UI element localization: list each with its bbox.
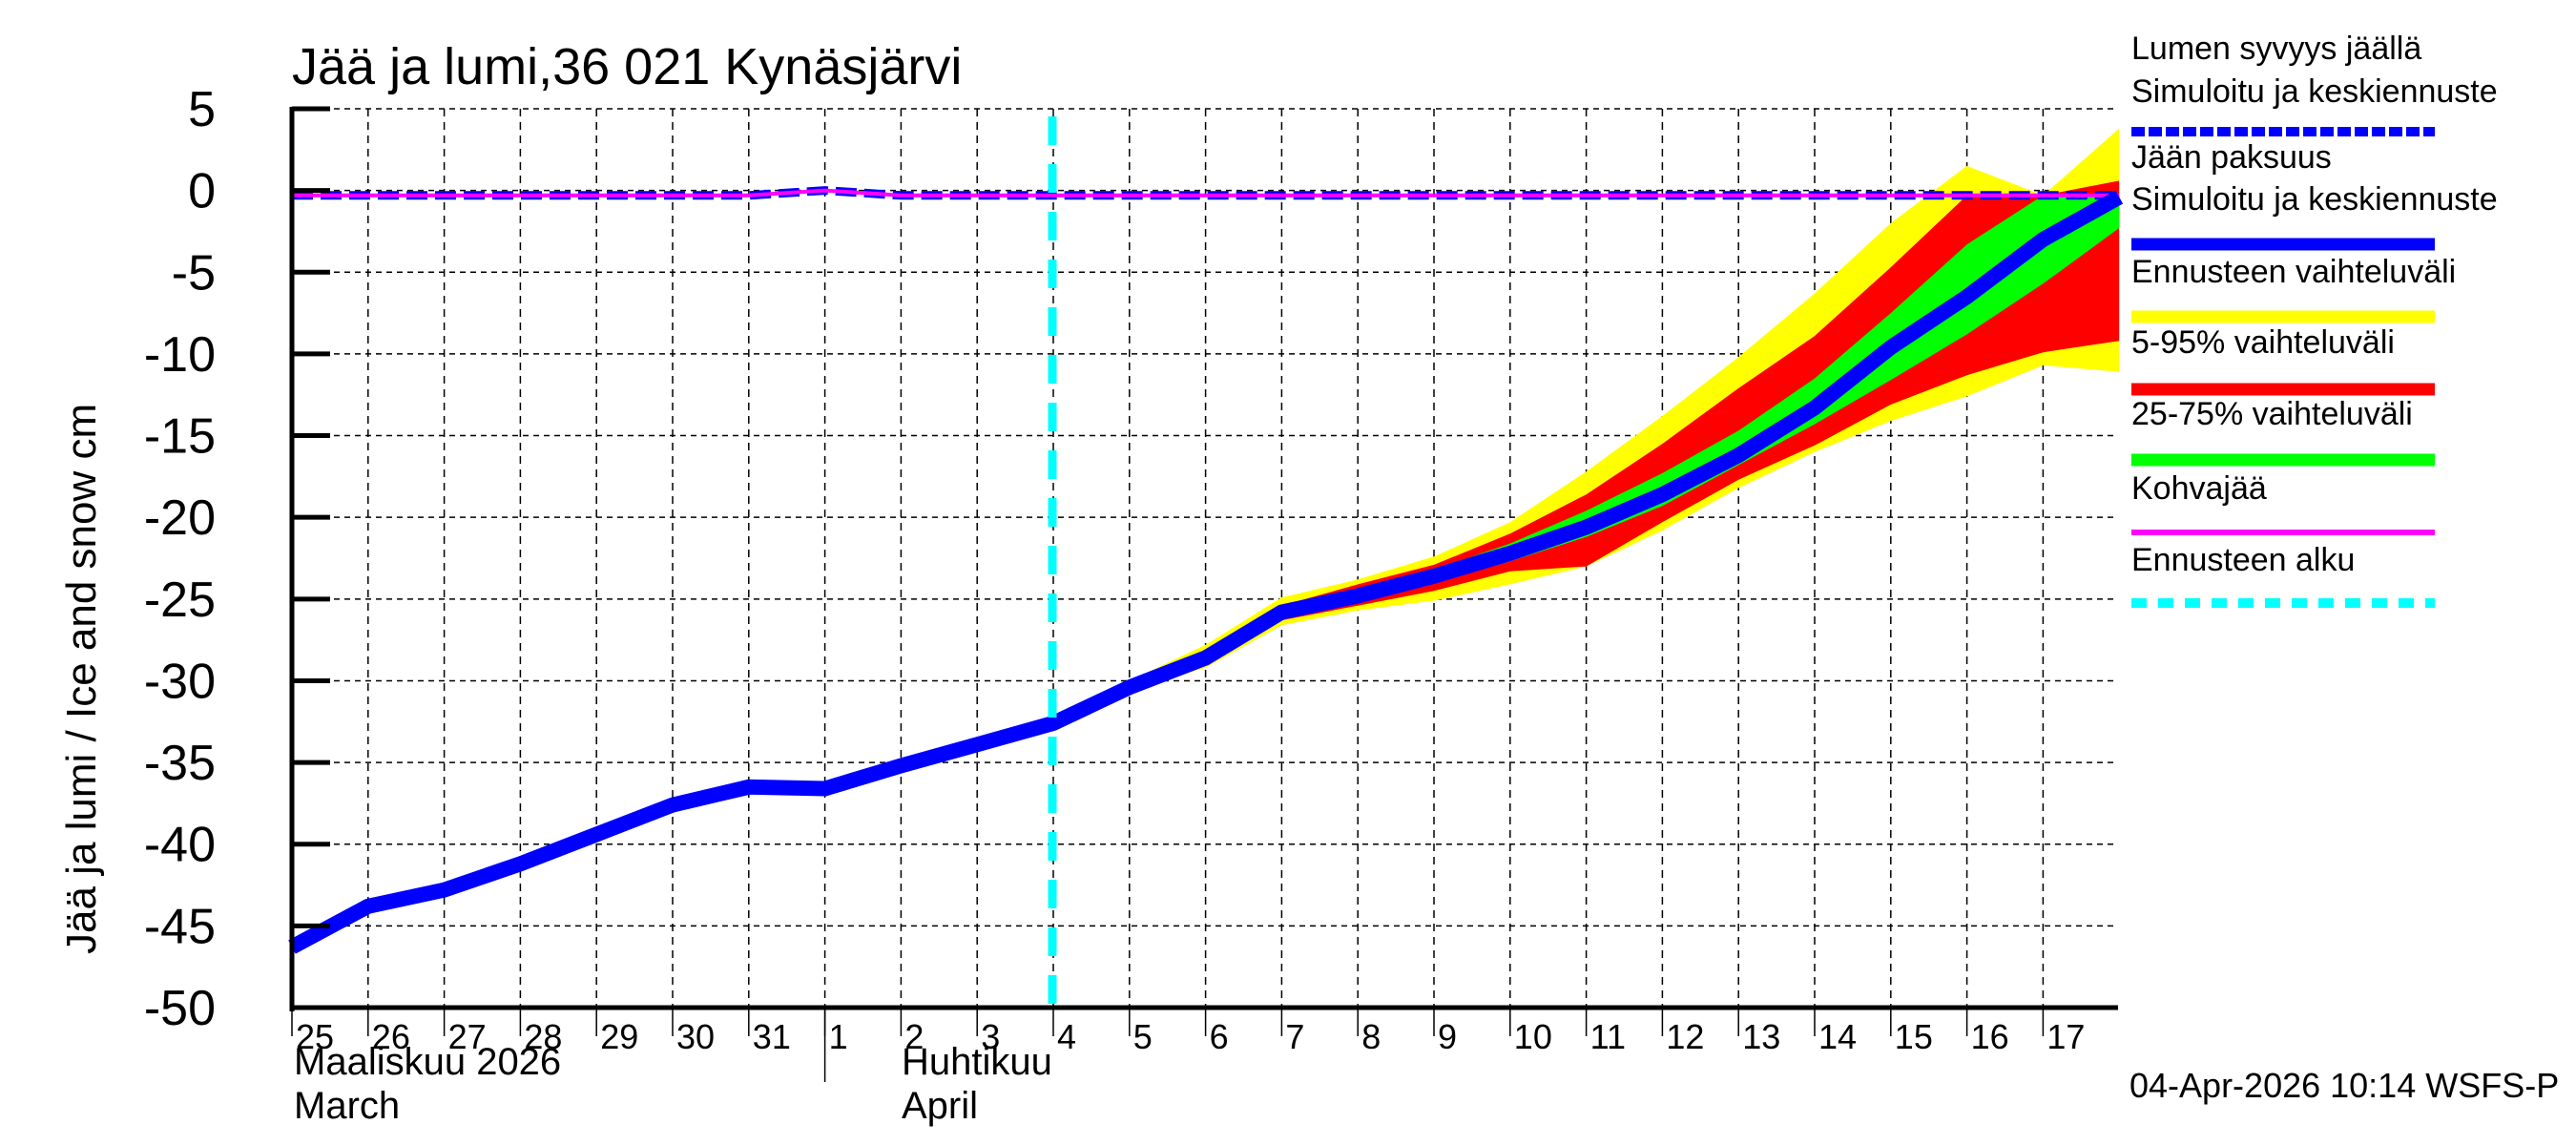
y-tick-label: -35 (144, 736, 216, 791)
slush-ice-line (292, 188, 2120, 198)
y-tick-label: -10 (144, 327, 216, 383)
x-tick-label: 2 (904, 1017, 924, 1056)
band-25-75-vaihteluv-li (1053, 195, 2120, 724)
x-tick-label: 9 (1438, 1017, 1457, 1056)
footer-timestamp: 04-Apr-2026 10:14 WSFS-P (2129, 1066, 2559, 1105)
x-tick-label: 26 (372, 1017, 410, 1056)
x-tick-label: 6 (1210, 1017, 1229, 1056)
y-tick-label: 0 (188, 164, 216, 219)
x-axis-ticks: 25 26 27 28 29 30 31 1 2 3 4 5 6 7 8 9 10 11 12 13 14 15 16 17 (291, 1008, 2085, 1082)
ice-thickness-line (288, 190, 2124, 954)
x-tick-label: 3 (981, 1017, 1000, 1056)
x-tick-label: 7 (1285, 1017, 1304, 1056)
x-tick-label: 30 (676, 1017, 715, 1056)
x-tick-label: 29 (600, 1017, 638, 1056)
legend-label: Jään paksuus (2131, 139, 2332, 176)
x-tick-label: 17 (2046, 1017, 2085, 1056)
legend: Lumen syvyys jäällä Simuloitu ja keskienn… (2131, 31, 2498, 608)
x-tick-label: 10 (1514, 1017, 1552, 1056)
x-tick-label: 14 (1818, 1017, 1857, 1056)
x-tick-label: 28 (524, 1017, 562, 1056)
x-tick-label: 31 (753, 1017, 791, 1056)
y-axis-label: Jää ja lumi / Ice and snow cm (58, 404, 105, 954)
x-tick-label: 5 (1133, 1017, 1153, 1056)
x-tick-label: 13 (1742, 1017, 1780, 1056)
x-tick-label: 25 (296, 1017, 334, 1056)
chart-title: Jää ja lumi,36 021 Kynäsjärvi (292, 38, 962, 95)
legend-label: Ennusteen alku (2131, 542, 2355, 578)
legend-label: 25-75% vaihteluväli (2131, 396, 2413, 432)
y-tick-label: -20 (144, 490, 216, 546)
band-ennusteen-vaihteluv-li (1053, 128, 2120, 724)
x-tick-label: 16 (1971, 1017, 2009, 1056)
legend-label: Lumen syvyys jäällä (2131, 31, 2421, 67)
x-tick-label: 1 (829, 1017, 848, 1056)
x-tick-label: 12 (1666, 1017, 1704, 1056)
band-5-95-vaihteluv-li (1053, 180, 2120, 723)
x-tick-label: 4 (1057, 1017, 1076, 1056)
legend-sublabel: Simuloitu ja keskiennuste (2131, 73, 2498, 110)
y-tick-label: -45 (144, 899, 216, 954)
y-tick-label: -30 (144, 654, 216, 709)
month-label-march-fi: Maaliskuu 2026 (294, 1041, 561, 1083)
y-tick-label: -15 (144, 409, 216, 465)
x-tick-label: 27 (448, 1017, 487, 1056)
y-axis-ticks: 5 0 -5 -10 -15 -20 -25 -30 -35 -40 -45 -50 (144, 82, 330, 1036)
y-tick-label: -40 (144, 818, 216, 873)
legend-label: Ennusteen vaihteluväli (2131, 254, 2456, 290)
y-tick-label: -25 (144, 572, 216, 628)
legend-label: Kohvajää (2131, 470, 2267, 507)
y-tick-label: -50 (144, 981, 216, 1036)
grid-lines (292, 108, 2118, 1009)
legend-label: 5-95% vaihteluväli (2131, 324, 2395, 361)
x-tick-label: 11 (1590, 1017, 1626, 1056)
month-label-march-en: March (294, 1085, 400, 1127)
data-lines (288, 186, 2124, 954)
y-tick-label: -5 (172, 245, 216, 301)
y-tick-label: 5 (188, 82, 216, 137)
axes (289, 107, 2118, 1011)
legend-sublabel: Simuloitu ja keskiennuste (2131, 181, 2498, 218)
x-tick-label: 8 (1361, 1017, 1381, 1056)
month-label-april-fi: Huhtikuu (902, 1041, 1052, 1083)
month-label-april-en: April (902, 1085, 978, 1127)
forecast-bands (1053, 128, 2120, 724)
x-tick-label: 15 (1895, 1017, 1933, 1056)
